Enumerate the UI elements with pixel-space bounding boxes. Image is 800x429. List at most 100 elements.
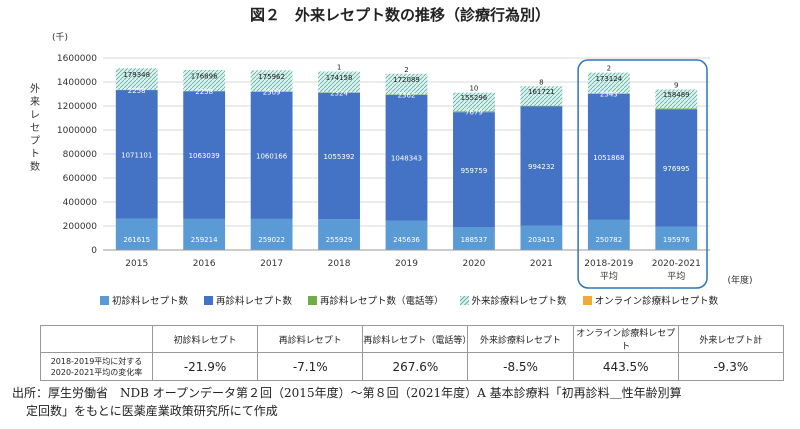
bar-segment bbox=[587, 219, 630, 250]
data-label: 1063039 bbox=[189, 152, 220, 160]
bar-segment bbox=[520, 105, 563, 107]
bar-segment bbox=[318, 219, 360, 250]
table-header-cell: 再診料レセプト bbox=[257, 325, 364, 353]
legend-swatch bbox=[582, 295, 592, 305]
data-label: 188537 bbox=[461, 236, 488, 244]
y-tick-label: 1600000 bbox=[57, 54, 97, 64]
bar-segment bbox=[453, 92, 495, 112]
source-line-2: 定回数」をもとに医薬産業政策研究所にて作成 bbox=[26, 404, 278, 418]
chart-title: 図２ 外来レセプト数の推移（診療行為別） bbox=[249, 6, 550, 24]
row-label-line-1: 2018-2019平均に対する bbox=[50, 356, 143, 366]
data-label: 10 bbox=[469, 85, 478, 93]
bar-segment bbox=[655, 89, 698, 109]
bar-segment bbox=[115, 218, 158, 250]
legend-swatch bbox=[459, 295, 469, 305]
x-tick-label: 2020 bbox=[462, 259, 485, 269]
bar-segment bbox=[655, 109, 698, 227]
data-label: 1055392 bbox=[323, 153, 354, 161]
table-header-cell: オンライン診療料レセプト bbox=[572, 325, 679, 353]
data-label: 976995 bbox=[663, 165, 690, 173]
x-unit-label: (年度) bbox=[727, 274, 752, 286]
row-label-line-2: 2020-2021平均の変化率 bbox=[50, 367, 143, 377]
data-label: 176896 bbox=[191, 72, 218, 80]
y-tick-label: 200000 bbox=[63, 222, 98, 232]
bar-segment bbox=[250, 70, 293, 92]
legend-label: 初診料レセプト数 bbox=[112, 296, 189, 307]
data-label: 959759 bbox=[461, 167, 488, 175]
stacked-bar-chart: 261615 1071101 2258 179348 259214 1063039 2258… bbox=[30, 32, 753, 289]
data-label: 245636 bbox=[393, 236, 420, 244]
table-header-cell: 外来レセプト計 bbox=[677, 325, 785, 353]
data-label: 195976 bbox=[663, 236, 690, 244]
data-label: 1 bbox=[337, 63, 341, 71]
bar-segment bbox=[453, 112, 495, 228]
legend-item: 再診料レセプト数 bbox=[204, 293, 292, 307]
bar-segment bbox=[587, 93, 630, 220]
y-tick-label: 1400000 bbox=[57, 78, 97, 88]
data-label: 179348 bbox=[123, 71, 150, 79]
table-header-cell bbox=[40, 325, 153, 353]
table-cell: -7.1% bbox=[257, 352, 364, 381]
y-unit-label: (千) bbox=[52, 32, 68, 43]
y-axis-label-char: レ bbox=[30, 110, 40, 121]
data-label: 2 bbox=[607, 65, 611, 73]
x-tick-label: 平均 bbox=[600, 270, 618, 282]
bar-segment bbox=[520, 106, 563, 226]
x-tick-label: 2018-2019 bbox=[584, 259, 633, 269]
bar-segment bbox=[385, 220, 428, 250]
table-header-row: 初診料レセプト 再診料レセプト 再診料レセプト（電話等） 外来診療料レセプト オンライン… bbox=[40, 325, 785, 353]
bar-segment bbox=[385, 73, 428, 95]
bar-segment bbox=[385, 94, 428, 221]
source-line-1: 出所：厚生労働省 NDB オープンデータ第２回（2015年度）～第８回（2021… bbox=[12, 386, 682, 400]
table-cell: 443.5% bbox=[572, 352, 679, 381]
legend-item: 外来診療料レセプト数 bbox=[459, 293, 567, 307]
legend-item: オンライン診療料レセプト数 bbox=[582, 293, 719, 307]
legend-item: 再診料レセプト数（電話等） bbox=[308, 293, 444, 307]
bar-segment bbox=[520, 225, 563, 250]
legend-label: オンライン診療料レセプト数 bbox=[594, 296, 719, 307]
data-label: 2362 bbox=[398, 91, 416, 99]
y-tick-label: 1200000 bbox=[57, 102, 97, 112]
data-label: 155296 bbox=[461, 94, 488, 102]
data-label: 173124 bbox=[595, 75, 622, 83]
y-tick-label: 1000000 bbox=[57, 126, 97, 136]
y-axis-label-char: 数 bbox=[30, 160, 40, 173]
data-label: 8 bbox=[539, 78, 543, 86]
data-label: 250782 bbox=[595, 236, 622, 244]
change-rate-table: 初診料レセプト 再診料レセプト 再診料レセプト（電話等） 外来診療料レセプト オンライン… bbox=[40, 325, 785, 381]
table-cell: 267.6% bbox=[362, 352, 469, 381]
data-label: 261615 bbox=[123, 236, 150, 244]
data-label: 161721 bbox=[528, 88, 555, 96]
bar-segment bbox=[520, 86, 563, 106]
bar-segment bbox=[655, 108, 698, 110]
bar-segment bbox=[183, 91, 226, 219]
bar-segment bbox=[250, 91, 293, 219]
x-tick-label: 2016 bbox=[193, 259, 216, 269]
table-cell: -21.9% bbox=[151, 352, 259, 381]
data-label: 259022 bbox=[258, 236, 285, 244]
y-axis-label-char: ト bbox=[30, 149, 40, 160]
x-tick-label: 2021 bbox=[530, 259, 553, 269]
x-tick-label: 2020-2021 bbox=[652, 259, 701, 269]
x-tick-label: 2017 bbox=[260, 259, 283, 269]
data-label: 158489 bbox=[663, 91, 690, 99]
y-axis-label-char: 外 bbox=[30, 83, 40, 95]
data-label: 7679 bbox=[465, 108, 483, 116]
y-tick-label: 400000 bbox=[63, 198, 98, 208]
table-header-cell: 外来診療料レセプト bbox=[467, 325, 574, 353]
data-label: 2258 bbox=[195, 88, 213, 96]
bar-segment bbox=[453, 111, 495, 113]
bar-segment bbox=[655, 226, 698, 250]
data-label: 255929 bbox=[326, 236, 353, 244]
legend-swatch bbox=[100, 295, 109, 305]
chart-legend: 初診料レセプト数 再診料レセプト数 再診料レセプト数（電話等） 外来診療料レセプト数 オ… bbox=[100, 293, 718, 307]
data-label: 1048343 bbox=[391, 155, 422, 163]
data-label: 994232 bbox=[528, 163, 555, 171]
bar-segment bbox=[318, 71, 360, 93]
bar-segment bbox=[115, 90, 158, 219]
bar-segment bbox=[183, 69, 226, 92]
legend-label: 再診料レセプト数（電話等） bbox=[320, 296, 444, 307]
x-tick-label: 2019 bbox=[395, 259, 418, 269]
x-tick-label: 2015 bbox=[125, 259, 148, 269]
table-cell: -8.5% bbox=[467, 352, 574, 381]
